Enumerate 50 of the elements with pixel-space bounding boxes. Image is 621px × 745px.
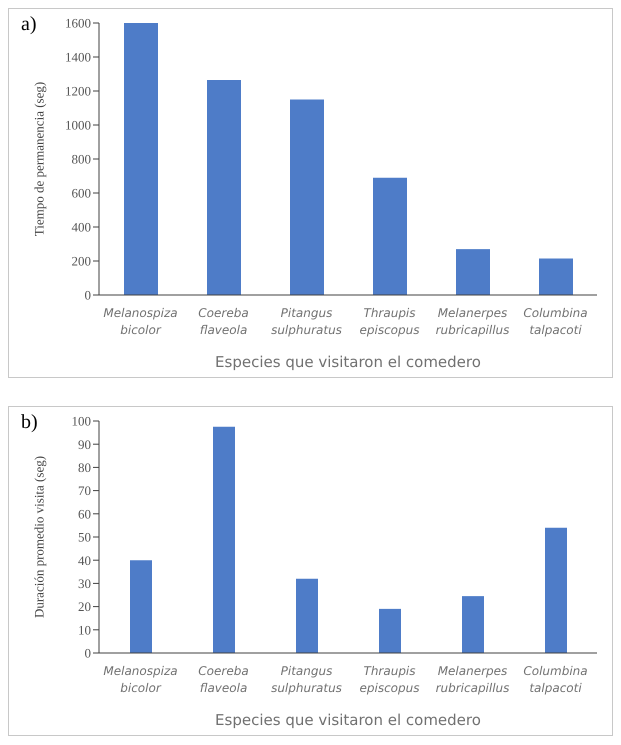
bar — [379, 608, 401, 653]
y-tick-label: 800 — [72, 152, 91, 167]
y-tick-label: 80 — [78, 460, 91, 476]
x-tick-label: Melanospiza bicolor — [103, 306, 178, 337]
y-tick-label: 20 — [78, 599, 91, 614]
bar — [539, 258, 573, 295]
bar — [456, 249, 490, 295]
x-tick-label: Columbina talpacoti — [523, 664, 588, 695]
y-tick-label: 1200 — [65, 84, 91, 99]
y-tick-label: 70 — [78, 483, 91, 498]
y-tick-label: 10 — [78, 622, 91, 638]
x-tick-label: Melanerpes rubricapillus — [436, 306, 510, 337]
y-tick-label: 0 — [84, 288, 91, 303]
bar — [373, 178, 407, 295]
bar — [130, 560, 152, 653]
y-tick-label: 90 — [78, 436, 91, 452]
bar — [462, 596, 484, 653]
bar — [207, 80, 241, 295]
y-tick-label: 60 — [78, 506, 91, 522]
y-tick-label: 40 — [78, 552, 91, 568]
x-tick-label: Columbina talpacoti — [523, 306, 588, 337]
y-tick-label: 600 — [72, 186, 91, 201]
x-tick-label: Pitangus sulphuratus — [271, 664, 342, 695]
x-tick-label: Coereba flaveola — [198, 664, 249, 695]
y-axis-title: Tiempo de permanencia (seg) — [32, 82, 47, 236]
y-tick-label: 200 — [72, 254, 91, 269]
bar — [213, 426, 235, 653]
y-tick-label: 1400 — [65, 50, 91, 65]
y-tick-label: 1600 — [65, 16, 91, 31]
y-axis-title: Duración promedio visita (seg) — [32, 456, 47, 618]
bar — [545, 528, 567, 653]
x-tick-label: Thraupis episcopus — [360, 306, 420, 337]
x-axis-title: Especies que visitaron el comedero — [215, 353, 481, 371]
chart-title: a) — [21, 13, 37, 36]
x-axis-title: Especies que visitaron el comedero — [215, 711, 481, 729]
x-tick-label: Melanospiza bicolor — [103, 664, 178, 695]
x-tick-label: Thraupis episcopus — [360, 664, 420, 695]
y-tick-label: 100 — [72, 414, 91, 429]
x-tick-label: Coereba flaveola — [198, 306, 249, 337]
bar — [296, 578, 318, 653]
bar — [290, 100, 324, 295]
y-tick-label: 50 — [78, 530, 91, 545]
y-tick-label: 30 — [78, 576, 91, 592]
y-tick-label: 0 — [84, 646, 91, 661]
y-tick-label: 1000 — [65, 118, 91, 133]
y-tick-label: 400 — [72, 220, 91, 235]
chart-title: b) — [21, 411, 38, 434]
x-tick-label: Pitangus sulphuratus — [271, 306, 342, 337]
x-tick-label: Melanerpes rubricapillus — [436, 664, 510, 695]
bar — [124, 23, 158, 295]
